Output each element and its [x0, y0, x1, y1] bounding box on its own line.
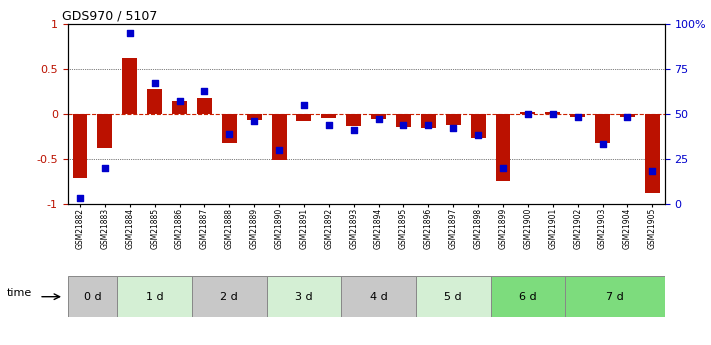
Text: 5 d: 5 d: [444, 292, 462, 302]
Bar: [396, 114, 411, 127]
Point: [124, 30, 136, 36]
Point: [149, 81, 161, 86]
Text: 1 d: 1 d: [146, 292, 164, 302]
Bar: [321, 114, 336, 118]
Bar: [222, 114, 237, 142]
Bar: [147, 89, 162, 114]
Point: [498, 165, 509, 170]
Text: GDS970 / 5107: GDS970 / 5107: [62, 10, 157, 23]
Point: [572, 115, 584, 120]
Text: 3 d: 3 d: [295, 292, 313, 302]
Bar: [620, 114, 635, 117]
Bar: [197, 98, 212, 114]
Point: [373, 117, 385, 122]
Point: [274, 147, 285, 152]
Point: [249, 118, 260, 124]
Bar: [122, 58, 137, 114]
Bar: [496, 114, 510, 181]
Bar: [371, 114, 386, 119]
Point: [75, 195, 86, 201]
Point: [348, 127, 360, 133]
Point: [547, 111, 559, 117]
Point: [299, 102, 310, 108]
Point: [174, 99, 186, 104]
Bar: [172, 101, 187, 114]
Bar: [565, 276, 665, 317]
Point: [423, 122, 434, 127]
Point: [324, 122, 335, 127]
Point: [622, 115, 634, 120]
Bar: [595, 114, 610, 142]
Bar: [471, 114, 486, 138]
Bar: [416, 276, 491, 317]
Bar: [645, 114, 660, 193]
Point: [647, 168, 658, 174]
Bar: [192, 276, 267, 317]
Point: [224, 131, 235, 136]
Bar: [491, 276, 565, 317]
Bar: [272, 114, 287, 160]
Bar: [247, 114, 262, 120]
Bar: [68, 276, 117, 317]
Text: 0 d: 0 d: [84, 292, 101, 302]
Point: [597, 141, 609, 147]
Bar: [545, 112, 560, 114]
Bar: [267, 276, 341, 317]
Point: [398, 122, 410, 127]
Point: [522, 111, 533, 117]
Text: 4 d: 4 d: [370, 292, 387, 302]
Bar: [73, 114, 87, 178]
Point: [473, 132, 484, 138]
Bar: [570, 114, 585, 117]
Text: 7 d: 7 d: [606, 292, 624, 302]
Bar: [446, 114, 461, 125]
Point: [199, 88, 210, 93]
Bar: [117, 276, 192, 317]
Text: 2 d: 2 d: [220, 292, 238, 302]
Text: time: time: [7, 288, 33, 298]
Bar: [346, 114, 361, 126]
Bar: [520, 112, 535, 114]
Bar: [341, 276, 416, 317]
Point: [100, 165, 111, 170]
Bar: [296, 114, 311, 121]
Bar: [421, 114, 436, 128]
Bar: [97, 114, 112, 148]
Text: 6 d: 6 d: [519, 292, 537, 302]
Point: [448, 126, 459, 131]
